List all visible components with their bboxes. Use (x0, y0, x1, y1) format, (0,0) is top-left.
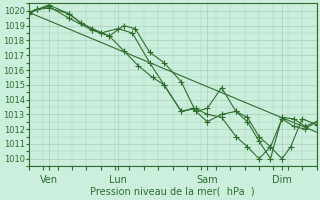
X-axis label: Pression niveau de la mer(  hPa  ): Pression niveau de la mer( hPa ) (90, 187, 255, 197)
